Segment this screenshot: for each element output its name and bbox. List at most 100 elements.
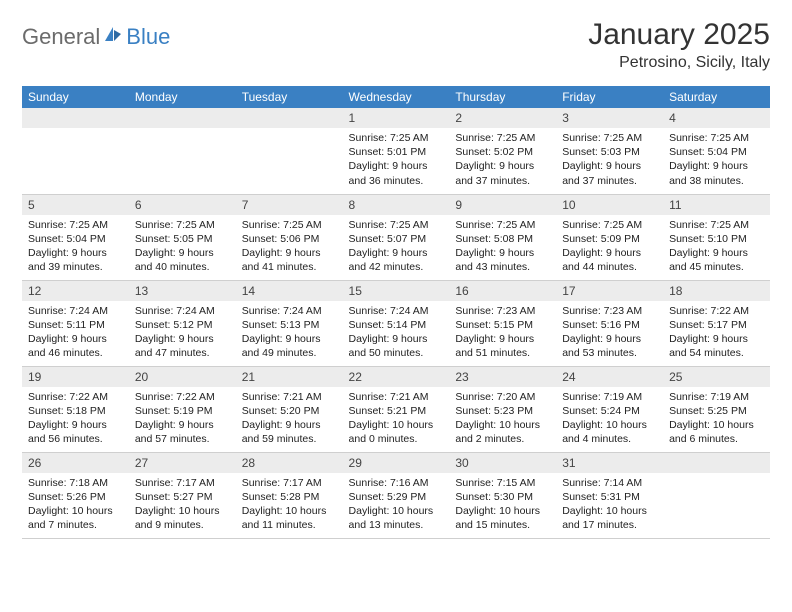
day-number: 5: [22, 195, 129, 215]
sunset-text: Sunset: 5:30 PM: [455, 490, 550, 504]
sunrise-text: Sunrise: 7:22 AM: [669, 304, 764, 318]
weekday-header: Sunday: [22, 86, 129, 108]
sunset-text: Sunset: 5:13 PM: [242, 318, 337, 332]
sunset-text: Sunset: 5:02 PM: [455, 145, 550, 159]
sunset-text: Sunset: 5:05 PM: [135, 232, 230, 246]
day-number: 26: [22, 453, 129, 473]
day-number: 14: [236, 281, 343, 301]
day-body: Sunrise: 7:18 AMSunset: 5:26 PMDaylight:…: [22, 473, 129, 537]
day-number: 4: [663, 108, 770, 128]
calendar-cell: 25Sunrise: 7:19 AMSunset: 5:25 PMDayligh…: [663, 366, 770, 452]
calendar-cell: [22, 108, 129, 194]
day-number: 2: [449, 108, 556, 128]
weekday-header: Saturday: [663, 86, 770, 108]
calendar-cell: 24Sunrise: 7:19 AMSunset: 5:24 PMDayligh…: [556, 366, 663, 452]
calendar-cell: 30Sunrise: 7:15 AMSunset: 5:30 PMDayligh…: [449, 452, 556, 538]
daylight-text: Daylight: 9 hours and 43 minutes.: [455, 246, 550, 274]
calendar-cell: 3Sunrise: 7:25 AMSunset: 5:03 PMDaylight…: [556, 108, 663, 194]
sunrise-text: Sunrise: 7:21 AM: [242, 390, 337, 404]
daylight-text: Daylight: 9 hours and 45 minutes.: [669, 246, 764, 274]
sunset-text: Sunset: 5:14 PM: [349, 318, 444, 332]
calendar-cell: 23Sunrise: 7:20 AMSunset: 5:23 PMDayligh…: [449, 366, 556, 452]
sunset-text: Sunset: 5:06 PM: [242, 232, 337, 246]
day-body-empty: [129, 128, 236, 135]
calendar-cell: 12Sunrise: 7:24 AMSunset: 5:11 PMDayligh…: [22, 280, 129, 366]
calendar-row: 19Sunrise: 7:22 AMSunset: 5:18 PMDayligh…: [22, 366, 770, 452]
calendar-cell: 9Sunrise: 7:25 AMSunset: 5:08 PMDaylight…: [449, 194, 556, 280]
day-body: Sunrise: 7:24 AMSunset: 5:12 PMDaylight:…: [129, 301, 236, 365]
sunrise-text: Sunrise: 7:19 AM: [562, 390, 657, 404]
calendar-row: 5Sunrise: 7:25 AMSunset: 5:04 PMDaylight…: [22, 194, 770, 280]
day-number: 9: [449, 195, 556, 215]
calendar-cell: 21Sunrise: 7:21 AMSunset: 5:20 PMDayligh…: [236, 366, 343, 452]
day-body: Sunrise: 7:21 AMSunset: 5:21 PMDaylight:…: [343, 387, 450, 451]
day-number: 28: [236, 453, 343, 473]
calendar-cell: 22Sunrise: 7:21 AMSunset: 5:21 PMDayligh…: [343, 366, 450, 452]
day-body: Sunrise: 7:25 AMSunset: 5:05 PMDaylight:…: [129, 215, 236, 279]
daylight-text: Daylight: 10 hours and 13 minutes.: [349, 504, 444, 532]
daylight-text: Daylight: 10 hours and 11 minutes.: [242, 504, 337, 532]
daylight-text: Daylight: 9 hours and 40 minutes.: [135, 246, 230, 274]
daylight-text: Daylight: 10 hours and 17 minutes.: [562, 504, 657, 532]
sunset-text: Sunset: 5:04 PM: [28, 232, 123, 246]
sunrise-text: Sunrise: 7:16 AM: [349, 476, 444, 490]
day-number: 21: [236, 367, 343, 387]
day-body: Sunrise: 7:21 AMSunset: 5:20 PMDaylight:…: [236, 387, 343, 451]
sunset-text: Sunset: 5:29 PM: [349, 490, 444, 504]
day-body: Sunrise: 7:15 AMSunset: 5:30 PMDaylight:…: [449, 473, 556, 537]
sunset-text: Sunset: 5:03 PM: [562, 145, 657, 159]
calendar-cell: 26Sunrise: 7:18 AMSunset: 5:26 PMDayligh…: [22, 452, 129, 538]
sunrise-text: Sunrise: 7:24 AM: [28, 304, 123, 318]
sunrise-text: Sunrise: 7:24 AM: [349, 304, 444, 318]
daylight-text: Daylight: 9 hours and 37 minutes.: [562, 159, 657, 187]
sunrise-text: Sunrise: 7:14 AM: [562, 476, 657, 490]
day-body-empty: [236, 128, 343, 135]
day-number: 10: [556, 195, 663, 215]
day-number: 8: [343, 195, 450, 215]
day-number: 13: [129, 281, 236, 301]
sunrise-text: Sunrise: 7:24 AM: [242, 304, 337, 318]
sunrise-text: Sunrise: 7:25 AM: [135, 218, 230, 232]
sunset-text: Sunset: 5:09 PM: [562, 232, 657, 246]
calendar-cell: 17Sunrise: 7:23 AMSunset: 5:16 PMDayligh…: [556, 280, 663, 366]
day-body: Sunrise: 7:25 AMSunset: 5:07 PMDaylight:…: [343, 215, 450, 279]
title-block: January 2025 Petrosino, Sicily, Italy: [588, 18, 770, 72]
day-body: Sunrise: 7:23 AMSunset: 5:15 PMDaylight:…: [449, 301, 556, 365]
day-body: Sunrise: 7:19 AMSunset: 5:24 PMDaylight:…: [556, 387, 663, 451]
day-body: Sunrise: 7:22 AMSunset: 5:18 PMDaylight:…: [22, 387, 129, 451]
day-number: 20: [129, 367, 236, 387]
month-title: January 2025: [588, 18, 770, 52]
day-body: Sunrise: 7:17 AMSunset: 5:27 PMDaylight:…: [129, 473, 236, 537]
location-subtitle: Petrosino, Sicily, Italy: [588, 54, 770, 72]
sunset-text: Sunset: 5:25 PM: [669, 404, 764, 418]
logo-text-general: General: [22, 24, 100, 50]
sunrise-text: Sunrise: 7:25 AM: [28, 218, 123, 232]
sunset-text: Sunset: 5:15 PM: [455, 318, 550, 332]
sunset-text: Sunset: 5:01 PM: [349, 145, 444, 159]
day-body-empty: [663, 473, 770, 480]
sunrise-text: Sunrise: 7:18 AM: [28, 476, 123, 490]
calendar-cell: [129, 108, 236, 194]
day-number: 24: [556, 367, 663, 387]
day-number: 6: [129, 195, 236, 215]
daylight-text: Daylight: 10 hours and 7 minutes.: [28, 504, 123, 532]
calendar-cell: 15Sunrise: 7:24 AMSunset: 5:14 PMDayligh…: [343, 280, 450, 366]
day-body: Sunrise: 7:25 AMSunset: 5:02 PMDaylight:…: [449, 128, 556, 192]
daylight-text: Daylight: 10 hours and 6 minutes.: [669, 418, 764, 446]
day-number: 30: [449, 453, 556, 473]
day-body: Sunrise: 7:25 AMSunset: 5:06 PMDaylight:…: [236, 215, 343, 279]
sunrise-text: Sunrise: 7:22 AM: [135, 390, 230, 404]
calendar-cell: 1Sunrise: 7:25 AMSunset: 5:01 PMDaylight…: [343, 108, 450, 194]
daylight-text: Daylight: 9 hours and 49 minutes.: [242, 332, 337, 360]
daylight-text: Daylight: 9 hours and 50 minutes.: [349, 332, 444, 360]
calendar-cell: 27Sunrise: 7:17 AMSunset: 5:27 PMDayligh…: [129, 452, 236, 538]
day-number: 19: [22, 367, 129, 387]
day-number: 25: [663, 367, 770, 387]
day-number: 31: [556, 453, 663, 473]
day-body: Sunrise: 7:22 AMSunset: 5:17 PMDaylight:…: [663, 301, 770, 365]
daylight-text: Daylight: 10 hours and 9 minutes.: [135, 504, 230, 532]
calendar-cell: [663, 452, 770, 538]
day-body-empty: [22, 128, 129, 135]
day-number: 12: [22, 281, 129, 301]
daylight-text: Daylight: 9 hours and 51 minutes.: [455, 332, 550, 360]
